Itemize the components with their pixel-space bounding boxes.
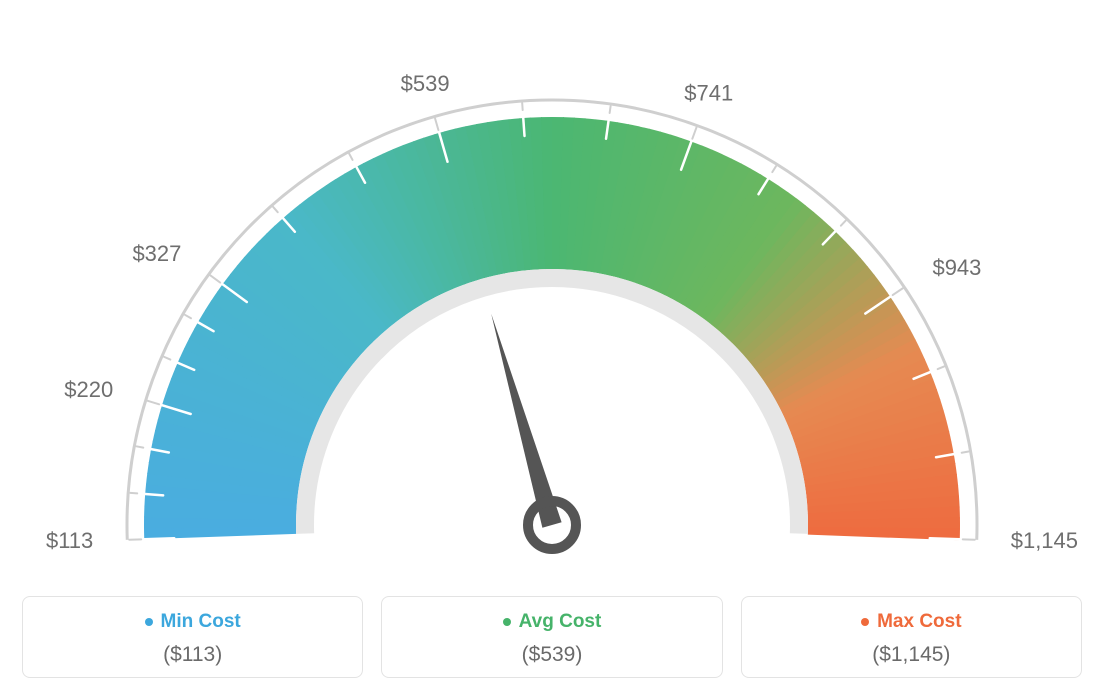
gauge-needle xyxy=(491,314,561,528)
gauge-tick-label: $943 xyxy=(932,255,981,280)
legend-card-max: Max Cost ($1,145) xyxy=(741,596,1082,678)
legend-row: Min Cost ($113) Avg Cost ($539) Max Cost ($1,… xyxy=(22,596,1082,678)
gauge-svg: $113 $220 $327 $539 $741 $943 $1,145 xyxy=(22,20,1082,580)
gauge-tick-label: $220 xyxy=(64,377,113,402)
legend-card-avg: Avg Cost ($539) xyxy=(381,596,722,678)
legend-card-min: Min Cost ($113) xyxy=(22,596,363,678)
legend-title: Min Cost xyxy=(145,611,241,633)
legend-value: ($539) xyxy=(394,643,709,667)
legend-label: Max Cost xyxy=(877,611,961,633)
legend-value: ($113) xyxy=(35,643,350,667)
legend-label: Min Cost xyxy=(161,611,241,633)
gauge-colored-arc xyxy=(144,117,960,540)
gauge-tick-label: $539 xyxy=(401,71,450,96)
gauge-tick-label: $1,145 xyxy=(1011,528,1078,553)
legend-dot-icon xyxy=(145,618,153,626)
legend-title: Max Cost xyxy=(861,611,961,633)
gauge-tick-label: $327 xyxy=(132,241,181,266)
cost-gauge-chart: $113 $220 $327 $539 $741 $943 $1,145 xyxy=(22,20,1082,580)
gauge-tick-label: $113 xyxy=(46,528,93,553)
legend-label: Avg Cost xyxy=(519,611,602,633)
gauge-tick-label: $741 xyxy=(684,81,733,106)
legend-value: ($1,145) xyxy=(754,643,1069,667)
legend-title: Avg Cost xyxy=(503,611,602,633)
legend-dot-icon xyxy=(503,618,511,626)
legend-dot-icon xyxy=(861,618,869,626)
